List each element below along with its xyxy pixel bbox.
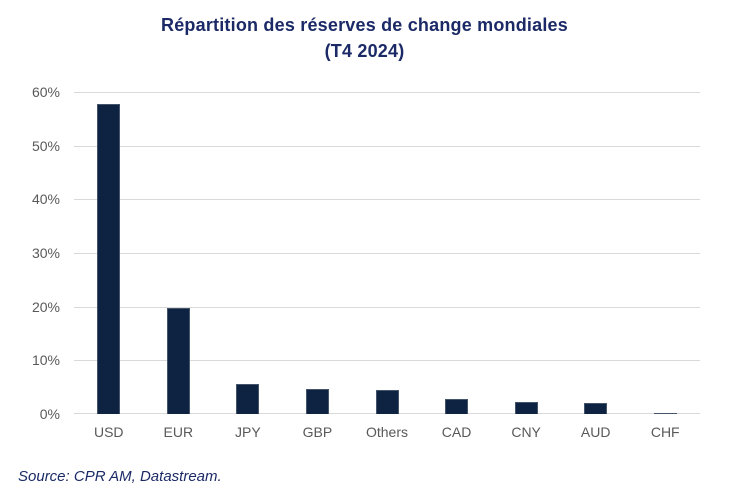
y-tick-label-30: 30% (31, 245, 60, 261)
bar-jpy (236, 384, 260, 414)
y-tick-label-40: 40% (31, 191, 60, 208)
bar-others (375, 390, 399, 414)
x-tick-label-cny: CNY (511, 424, 541, 440)
bar-usd (97, 104, 121, 414)
y-tick-label-50: 50% (31, 137, 60, 154)
x-tick-label-jpy: JPY (235, 424, 261, 440)
plot-area (74, 92, 700, 414)
bar-chf (653, 413, 677, 414)
chart-title: Répartition des réserves de change mondi… (0, 12, 729, 64)
chart-title-line1: Répartition des réserves de change mondi… (161, 15, 568, 35)
gridline-30 (74, 253, 700, 254)
x-tick-label-aud: AUD (580, 424, 611, 440)
y-tick-label-10: 10% (31, 352, 60, 369)
bar-cad (445, 399, 469, 414)
y-tick-label-20: 20% (31, 298, 60, 315)
gridline-50 (74, 145, 700, 147)
x-tick-label-eur: EUR (163, 424, 194, 440)
gridline-10 (74, 360, 700, 362)
x-tick-label-cad: CAD (441, 424, 472, 440)
x-tick-label-gbp: GBP (302, 424, 333, 440)
y-tick-label-60: 60% (31, 84, 60, 100)
bar-cny (514, 402, 538, 414)
bar-gbp (305, 389, 329, 414)
x-tick-label-chf: CHF (650, 424, 680, 440)
y-tick-label-0: 0% (39, 406, 60, 422)
gridline-40 (74, 199, 700, 201)
x-tick-label-others: Others (365, 424, 408, 440)
source-note: Source: CPR AM, Datastream. (18, 468, 222, 485)
gridline-60 (74, 92, 700, 93)
chart-title-line2: (T4 2024) (324, 41, 405, 61)
x-tick-label-usd: USD (93, 424, 124, 440)
gridline-20 (74, 306, 700, 308)
bar-eur (166, 308, 190, 414)
bar-aud (584, 403, 608, 414)
